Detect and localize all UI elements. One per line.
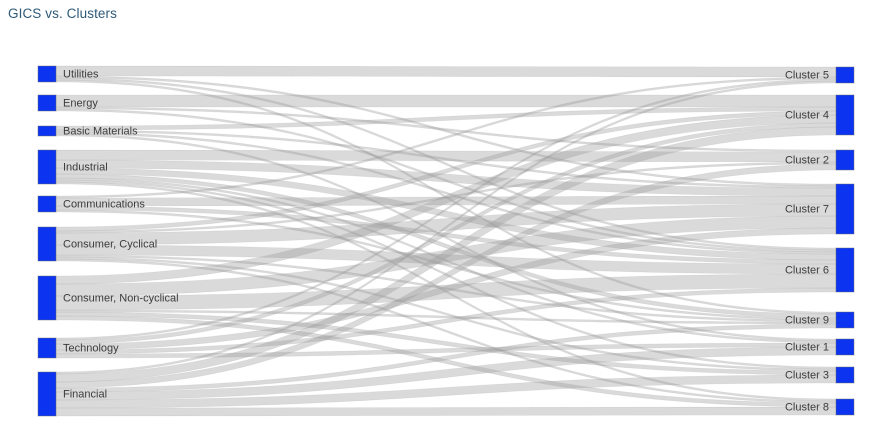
sankey-node-label-financial: Financial xyxy=(63,389,107,401)
sankey-node-label-cluster-5: Cluster 5 xyxy=(785,70,829,82)
sankey-node-label-cluster-6: Cluster 6 xyxy=(785,265,829,277)
sankey-link-financial-cluster-8 xyxy=(55,406,837,417)
sankey-node-label-cluster-7: Cluster 7 xyxy=(785,204,829,216)
sankey-node-utilities[interactable] xyxy=(37,65,57,83)
sankey-node-cluster-7[interactable] xyxy=(835,183,855,235)
sankey-node-cluster-2[interactable] xyxy=(835,149,855,171)
sankey-link-utilities-cluster-5 xyxy=(55,65,837,78)
sankey-node-label-consumer-non-cyclical: Consumer, Non-cyclical xyxy=(63,293,179,305)
sankey-node-label-industrial: Industrial xyxy=(63,162,108,174)
sankey-node-label-consumer-cyclical: Consumer, Cyclical xyxy=(63,239,157,251)
sankey-node-label-communications: Communications xyxy=(63,199,145,211)
sankey-node-cluster-6[interactable] xyxy=(835,247,855,293)
sankey-node-label-technology: Technology xyxy=(63,343,119,355)
sankey-node-basic-materials[interactable] xyxy=(37,125,57,137)
sankey-link-industrial-cluster-2 xyxy=(55,149,837,163)
sankey-node-consumer-non-cyclical[interactable] xyxy=(37,275,57,321)
sankey-node-label-cluster-1: Cluster 1 xyxy=(785,342,829,354)
chart-title: GICS vs. Clusters xyxy=(8,6,117,21)
sankey-node-energy[interactable] xyxy=(37,94,57,112)
sankey-node-label-cluster-9: Cluster 9 xyxy=(785,315,829,327)
sankey-node-industrial[interactable] xyxy=(37,149,57,185)
sankey-node-cluster-4[interactable] xyxy=(835,94,855,136)
sankey-node-cluster-1[interactable] xyxy=(835,338,855,356)
sankey-node-label-basic-materials: Basic Materials xyxy=(63,126,138,138)
sankey-link-energy-cluster-4 xyxy=(55,94,837,108)
sankey-node-label-energy: Energy xyxy=(63,98,98,110)
sankey-node-financial[interactable] xyxy=(37,371,57,417)
sankey-node-consumer-cyclical[interactable] xyxy=(37,226,57,262)
sankey-node-label-cluster-3: Cluster 3 xyxy=(785,370,829,382)
sankey-node-label-cluster-4: Cluster 4 xyxy=(785,110,829,122)
sankey-node-label-cluster-8: Cluster 8 xyxy=(785,402,829,414)
sankey-node-label-utilities: Utilities xyxy=(63,69,99,81)
sankey-node-label-cluster-2: Cluster 2 xyxy=(785,155,829,167)
sankey-node-communications[interactable] xyxy=(37,195,57,213)
sankey-node-cluster-5[interactable] xyxy=(835,66,855,84)
sankey-node-technology[interactable] xyxy=(37,337,57,359)
sankey-node-cluster-8[interactable] xyxy=(835,398,855,416)
sankey-node-cluster-3[interactable] xyxy=(835,366,855,384)
sankey-node-cluster-9[interactable] xyxy=(835,311,855,329)
